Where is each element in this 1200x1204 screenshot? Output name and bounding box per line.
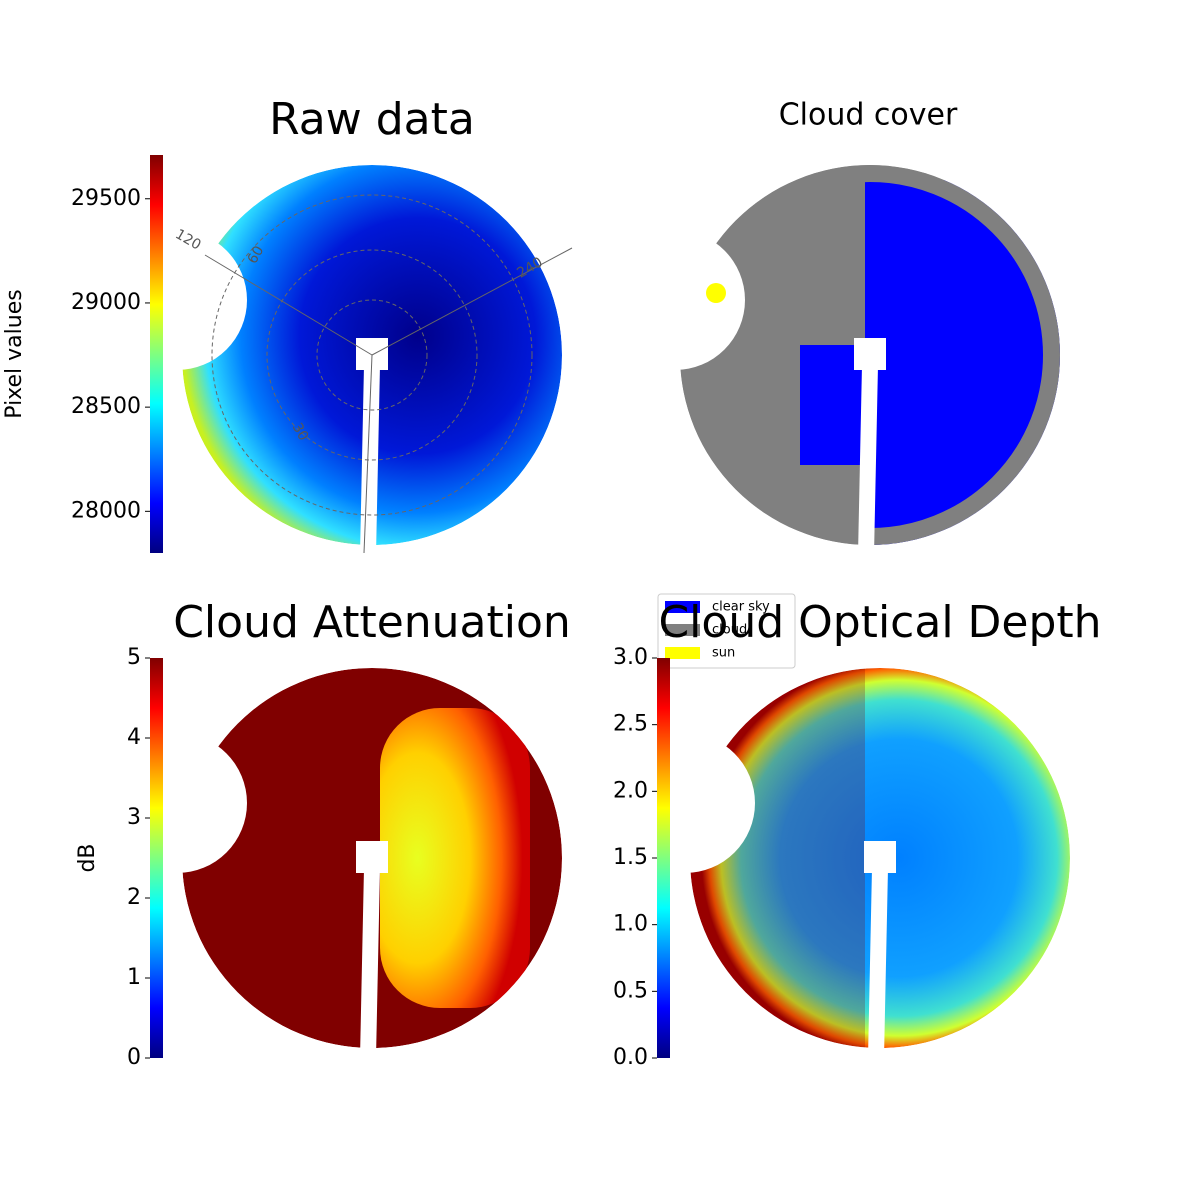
colorbar-tick-label: 28000 — [71, 498, 141, 523]
legend-swatch — [665, 647, 700, 659]
colorbar-tick-label: 0.0 — [613, 1045, 648, 1070]
notch — [107, 733, 247, 873]
colorbar — [150, 658, 163, 1058]
notch — [605, 230, 745, 370]
polar-axis — [363, 354, 373, 554]
pole — [858, 365, 878, 555]
colorbar-tick-label: 28500 — [71, 394, 141, 419]
colorbar-tick-label: 29000 — [71, 290, 141, 315]
polar-circle — [211, 194, 533, 516]
legend-label: sun — [712, 646, 735, 661]
legend-swatch — [665, 624, 700, 636]
polar-label: 30 — [289, 420, 312, 443]
colorbar-tick-label: 5 — [127, 645, 141, 670]
notch — [615, 733, 755, 873]
colorbar-tick-label: 2.5 — [613, 712, 648, 737]
notch — [107, 230, 247, 370]
pole — [360, 868, 380, 1058]
colorbar-label: Pixel values — [2, 289, 27, 418]
colorbar-tick-label: 2 — [127, 885, 141, 910]
colorbar-tick-label: 3 — [127, 805, 141, 830]
colorbar-tick-label: 1 — [127, 965, 141, 990]
polar-label: 60 — [245, 243, 268, 266]
legend-label: clear sky — [712, 600, 770, 615]
panel-title: Cloud Attenuation — [173, 597, 571, 648]
polar-circle — [316, 299, 428, 411]
panel-title: Cloud Optical Depth — [658, 597, 1101, 648]
polar-axis — [371, 247, 573, 356]
pole-head — [356, 841, 388, 873]
colorbar-tick-label: 1.0 — [613, 912, 648, 937]
polar-grid — [211, 194, 533, 516]
panel-title: Raw data — [269, 94, 475, 145]
pole-head — [854, 338, 886, 370]
colorbar — [150, 155, 163, 553]
pole — [868, 868, 888, 1058]
colorbar — [657, 658, 670, 1058]
legend-swatch — [665, 601, 700, 613]
pole-head — [864, 841, 896, 873]
low-atten — [380, 708, 530, 1008]
panel-title: Cloud cover — [779, 98, 958, 133]
colorbar-tick-label: 1.5 — [613, 845, 648, 870]
colorbar-tick-label: 3.0 — [613, 645, 648, 670]
colorbar-tick-label: 4 — [127, 725, 141, 750]
colorbar-tick-label: 2.0 — [613, 778, 648, 803]
colorbar-label: dB — [75, 843, 100, 872]
sun — [706, 283, 726, 303]
colorbar-tick-label: 0 — [127, 1045, 141, 1070]
polar-axis — [204, 254, 373, 356]
colorbar-tick-label: 29500 — [71, 186, 141, 211]
colorbar-tick-label: 0.5 — [613, 978, 648, 1003]
polar-circle — [266, 249, 478, 461]
legend-label: cloud — [712, 623, 747, 638]
pole — [360, 365, 380, 555]
